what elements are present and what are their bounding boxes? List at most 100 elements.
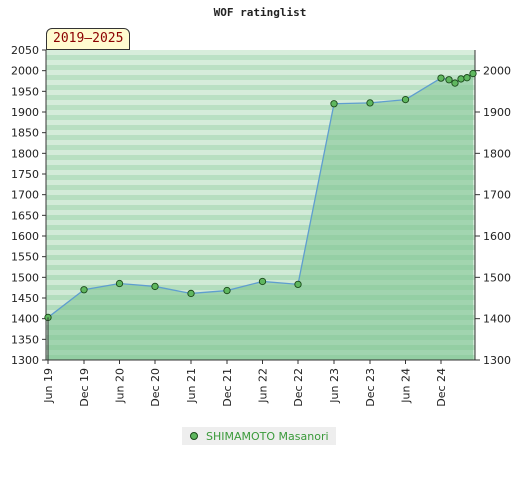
background-band	[46, 80, 475, 85]
x-tick-label: Dec 20	[149, 368, 162, 407]
left-tick-label: 1600	[11, 230, 39, 243]
background-band	[46, 85, 475, 90]
right-tick-label: 1500	[483, 271, 511, 284]
background-band	[46, 265, 475, 270]
background-band	[46, 145, 475, 150]
left-tick-label: 2000	[11, 65, 39, 78]
left-tick-label: 1350	[11, 333, 39, 346]
x-tick-label: Jun 24	[400, 368, 413, 404]
data-point	[187, 289, 195, 298]
background-band	[46, 195, 475, 200]
data-point	[115, 279, 124, 288]
x-tick-label: Dec 21	[221, 368, 234, 407]
left-tick-label: 1800	[11, 147, 39, 160]
left-tick-label: 1400	[11, 313, 39, 326]
data-point	[294, 280, 302, 289]
data-point	[258, 277, 267, 286]
background-band	[46, 140, 475, 145]
left-tick-label: 2050	[11, 44, 39, 57]
background-band	[46, 200, 475, 205]
x-tick-label: Dec 23	[364, 368, 377, 407]
background-band	[46, 240, 475, 245]
background-band	[46, 250, 475, 255]
data-point	[469, 69, 477, 78]
background-band	[46, 255, 475, 260]
x-tick-label: Jun 19	[42, 368, 55, 404]
background-band	[46, 205, 475, 210]
data-point	[463, 74, 471, 82]
background-band	[46, 115, 475, 120]
data-point	[437, 74, 445, 82]
background-band	[46, 55, 475, 60]
x-tick-label: Jun 22	[257, 368, 270, 404]
left-tick-label: 1450	[11, 292, 39, 305]
data-point	[330, 100, 338, 108]
x-axis-ticks: Jun 19 Dec 19 Jun 20 Dec 20 Jun 21 Dec 21 Jun …	[42, 360, 448, 407]
legend[interactable]: SHIMAMOTO Masanori	[182, 427, 336, 445]
left-axis-ticks: 1300 1350 1400 1450 1500 1550 1600 1650 1700 1750…	[11, 44, 46, 367]
chart-title: WOF ratinglist	[213, 6, 307, 19]
x-tick-label: Jun 21	[185, 368, 198, 404]
background-band	[46, 270, 475, 275]
background-band	[46, 110, 475, 115]
axes	[45, 50, 476, 361]
background-band	[46, 120, 475, 125]
left-tick-label: 1700	[11, 189, 39, 202]
background-band	[46, 70, 475, 75]
left-tick-label: 1550	[11, 251, 39, 264]
left-tick-label: 1300	[11, 354, 39, 367]
period-badge: 2019–2025	[46, 28, 131, 50]
data-point	[151, 282, 159, 291]
data-markers	[44, 69, 477, 360]
background-band	[46, 155, 475, 160]
right-tick-label: 1400	[483, 313, 511, 326]
background-band	[46, 75, 475, 80]
background-band	[46, 225, 475, 230]
background-band	[46, 245, 475, 250]
background-band	[46, 160, 475, 165]
left-tick-label: 1850	[11, 127, 39, 140]
x-tick-label: Dec 24	[435, 368, 448, 407]
data-point	[366, 99, 374, 107]
x-tick-label: Dec 22	[292, 368, 305, 407]
background-band	[46, 90, 475, 95]
right-tick-label: 1900	[483, 106, 511, 119]
x-tick-label: Jun 20	[114, 368, 127, 404]
data-point	[223, 286, 231, 295]
legend-marker-icon	[190, 432, 198, 440]
left-tick-label: 1500	[11, 271, 39, 284]
data-point	[80, 286, 88, 294]
data-point	[445, 76, 453, 84]
background-band	[46, 275, 475, 280]
background-band	[46, 210, 475, 215]
right-tick-label: 1300	[483, 354, 511, 367]
background-band	[46, 215, 475, 220]
background-band	[46, 65, 475, 70]
right-tick-label: 1600	[483, 230, 511, 243]
background-band	[46, 135, 475, 140]
background-band	[46, 260, 475, 265]
background-band	[46, 185, 475, 190]
left-tick-label: 1950	[11, 85, 39, 98]
left-tick-label: 1900	[11, 106, 39, 119]
background-band	[46, 60, 475, 65]
background-band	[46, 170, 475, 175]
background-band	[46, 95, 475, 100]
background-band	[46, 175, 475, 180]
background-band	[46, 230, 475, 235]
background-band	[46, 125, 475, 130]
background-band	[46, 220, 475, 225]
background-band	[46, 105, 475, 110]
left-tick-label: 1650	[11, 209, 39, 222]
data-point	[457, 75, 465, 83]
background-band	[46, 130, 475, 135]
right-axis-ticks: 1300 1400 1500 1600 1700 1800 1900 2000	[475, 65, 511, 367]
background-band	[46, 180, 475, 185]
background-band	[46, 235, 475, 240]
x-tick-label: Jun 23	[328, 368, 341, 404]
background-band	[46, 150, 475, 155]
right-tick-label: 2000	[483, 65, 511, 78]
background-band	[46, 50, 475, 55]
legend-label: SHIMAMOTO Masanori	[206, 429, 329, 443]
